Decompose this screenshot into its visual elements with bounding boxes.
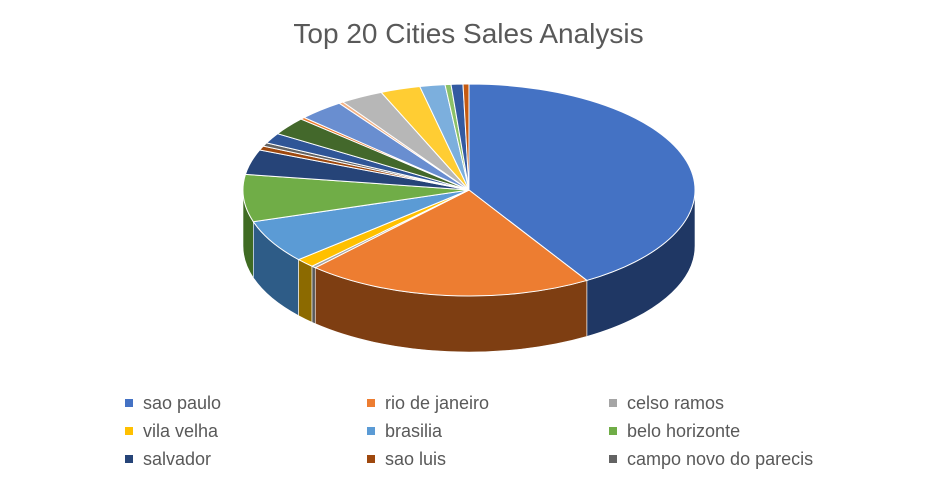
legend-swatch — [609, 399, 617, 407]
legend-item: sao luis — [367, 448, 609, 470]
legend-label: sao paulo — [143, 392, 222, 413]
legend-item: brasilia — [367, 420, 609, 442]
legend-item: vila velha — [125, 420, 367, 442]
legend-swatch — [125, 399, 133, 407]
legend-item: rio de janeiro — [367, 392, 609, 414]
legend-swatch — [367, 455, 375, 463]
legend-item: sao paulo — [125, 392, 367, 414]
legend-label: campo novo do parecis — [627, 448, 814, 469]
pie-slice — [462, 83, 470, 191]
pie-slice-side — [298, 259, 313, 323]
legend-label: brasilia — [385, 420, 443, 441]
pie-slice — [314, 189, 588, 297]
legend-swatch — [125, 455, 133, 463]
legend-swatch — [125, 427, 133, 435]
legend-label: salvador — [143, 448, 212, 469]
legend-swatch — [609, 427, 617, 435]
legend-label: sao luis — [385, 448, 447, 469]
pie-slice-side — [311, 265, 316, 325]
chart-legend: sao paulo rio de janeiro celso ramos vila v… — [125, 392, 885, 470]
legend-swatch — [367, 427, 375, 435]
legend-label: rio de janeiro — [385, 392, 490, 413]
legend-swatch — [609, 455, 617, 463]
legend-item: celso ramos — [609, 392, 885, 414]
legend-item: salvador — [125, 448, 367, 470]
legend-label: celso ramos — [627, 392, 725, 413]
legend-label: vila velha — [143, 420, 219, 441]
legend-item: belo horizonte — [609, 420, 885, 442]
chart-title: Top 20 Cities Sales Analysis — [293, 18, 644, 49]
legend-item: campo novo do parecis — [609, 448, 885, 470]
legend-label: belo horizonte — [627, 420, 741, 441]
pie-slice — [468, 83, 696, 281]
legend-swatch — [367, 399, 375, 407]
